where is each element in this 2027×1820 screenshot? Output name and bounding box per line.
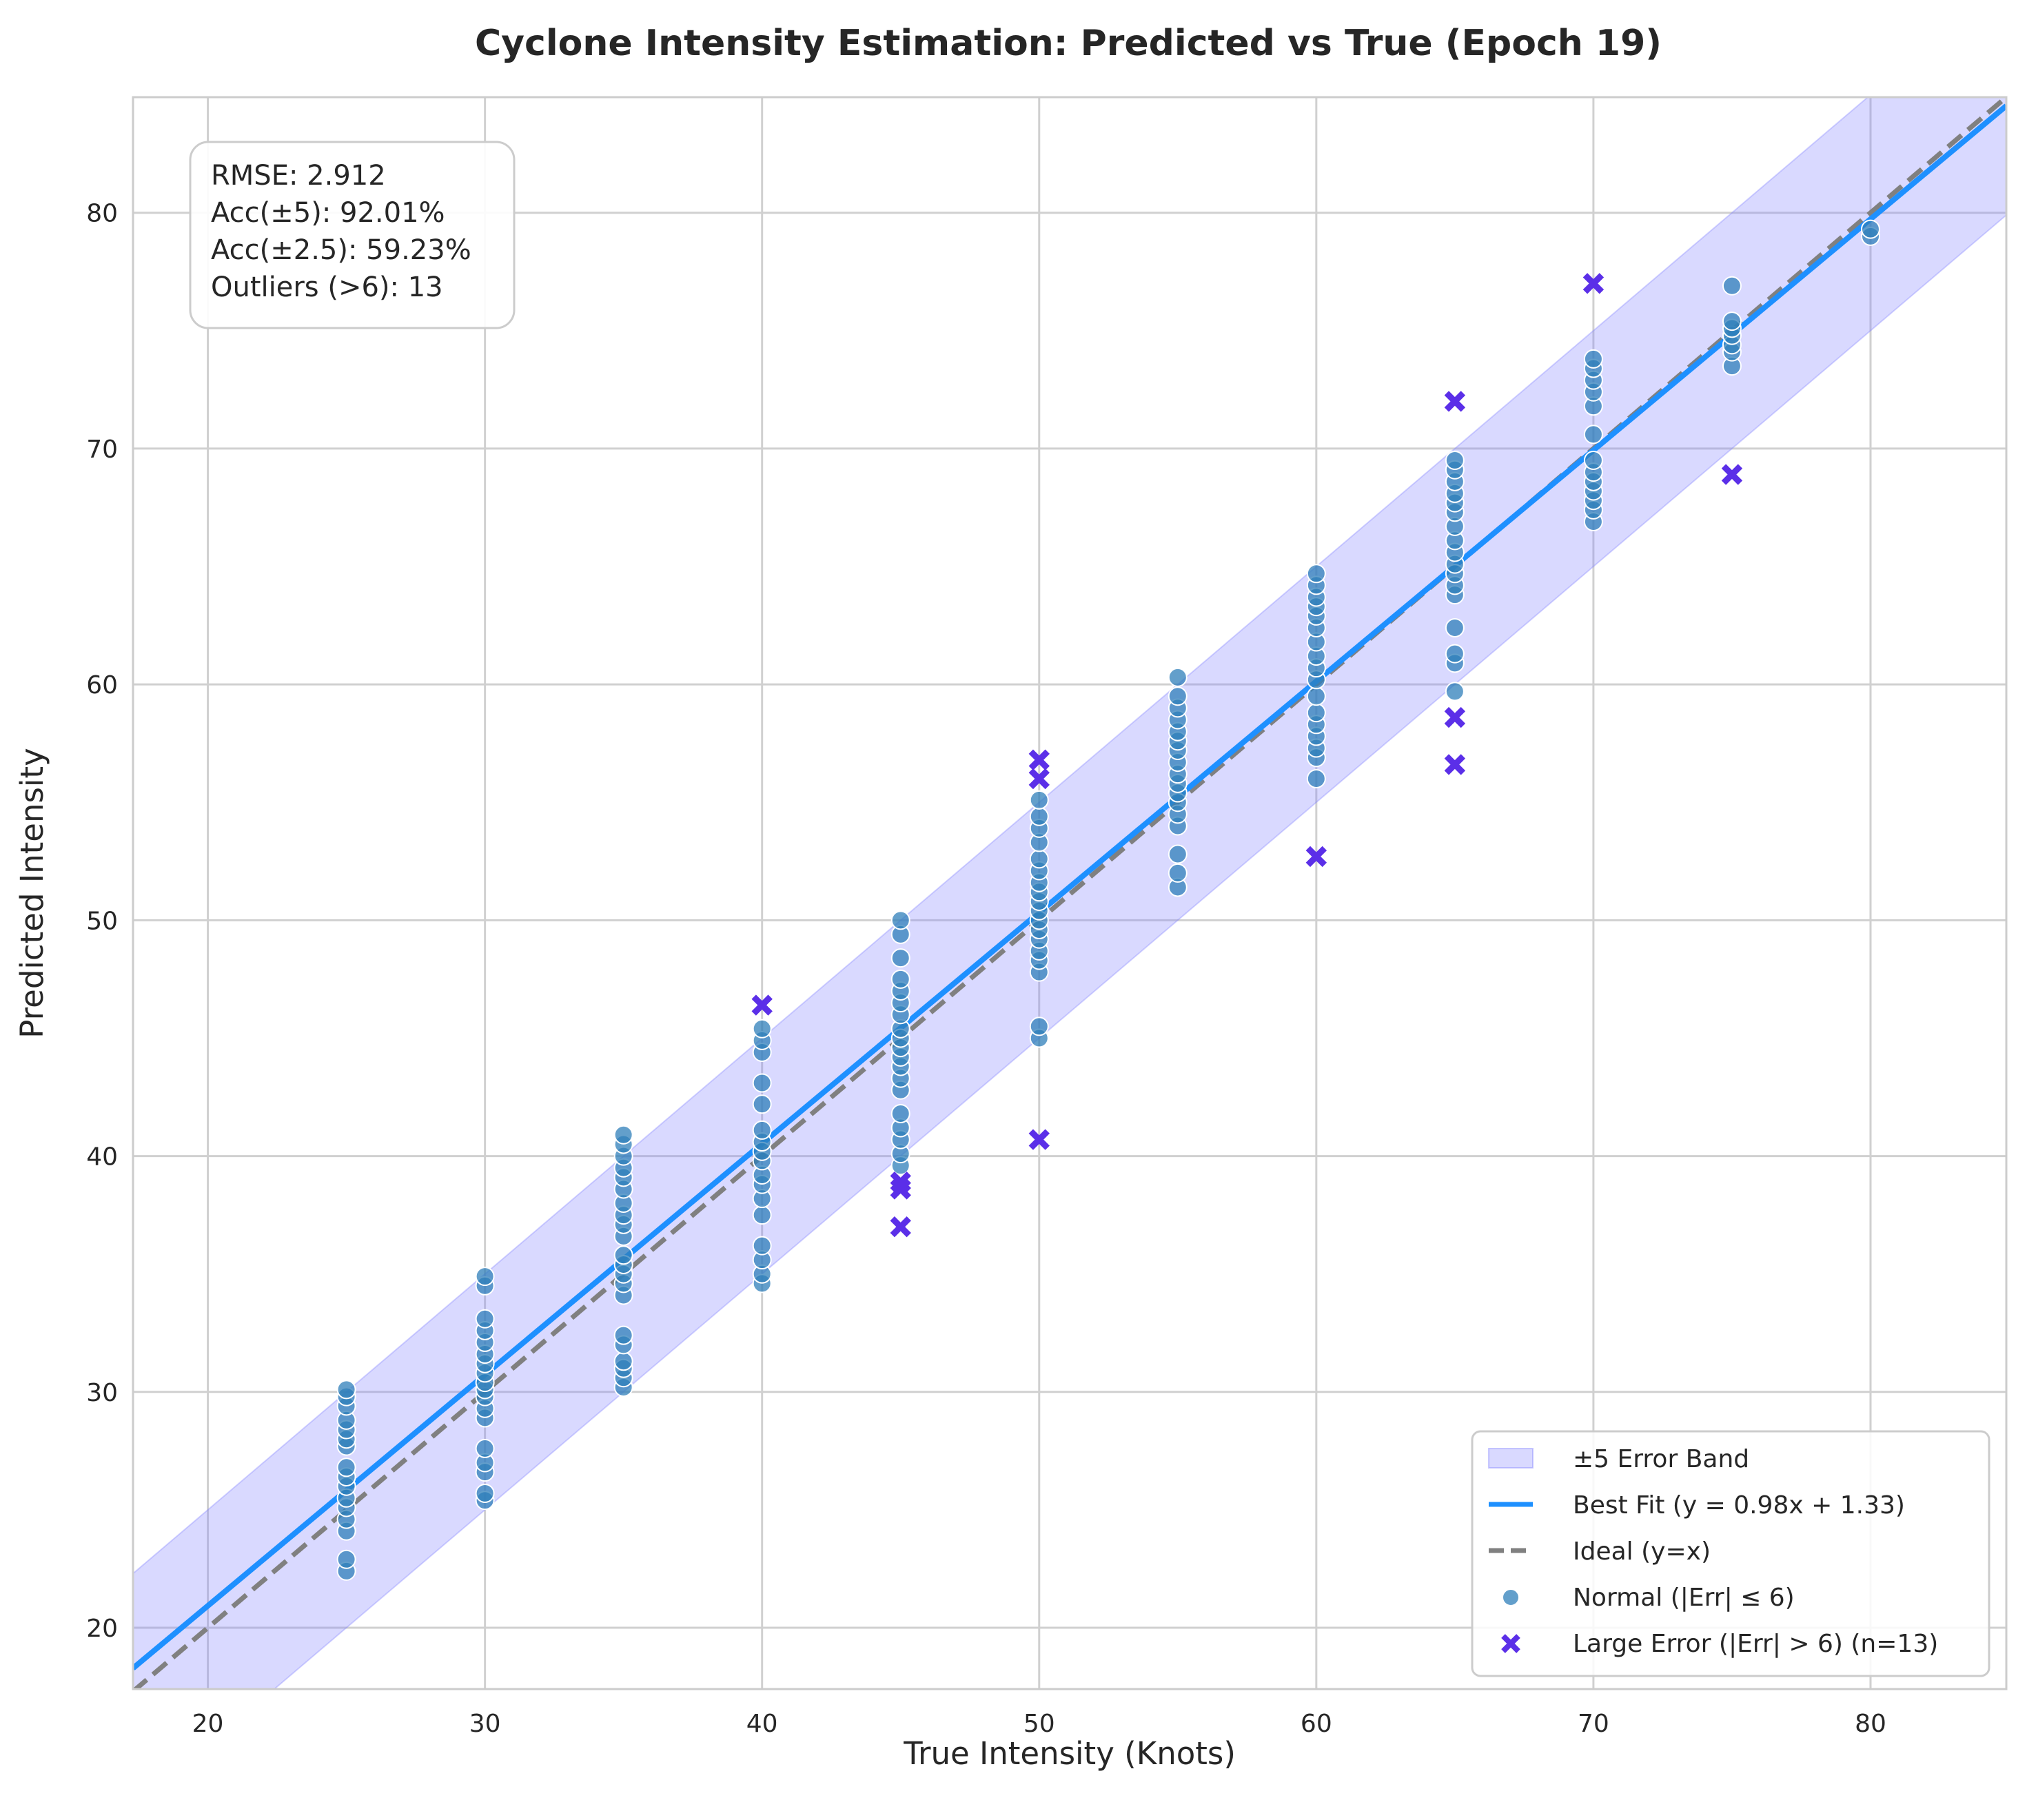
- legend-fit-label: Best Fit (y = 0.98x + 1.33): [1573, 1491, 1905, 1520]
- stats-rmse: RMSE: 2.912: [211, 160, 386, 192]
- y-tick-label-4: 60: [86, 671, 118, 699]
- normal-point-132: [1306, 686, 1326, 706]
- y-tick-label-6: 80: [86, 200, 118, 228]
- normal-point-33: [475, 1267, 495, 1287]
- normal-point-179: [1722, 276, 1742, 296]
- normal-point-54: [613, 1125, 633, 1145]
- normal-point-68: [752, 1073, 772, 1093]
- normal-point-92: [1029, 1016, 1049, 1036]
- legend-normal-label: Normal (|Err| ≤ 6): [1573, 1584, 1795, 1612]
- normal-point-15: [336, 1380, 356, 1400]
- normal-point-66: [752, 1120, 772, 1140]
- legend-band-swatch: [1488, 1448, 1534, 1469]
- x-tick-label-0: 20: [192, 1710, 224, 1738]
- x-tick-label-5: 70: [1578, 1710, 1609, 1738]
- normal-point-107: [1029, 806, 1049, 826]
- x-tick-label-4: 60: [1301, 1710, 1332, 1738]
- large-error-point-4: [1028, 749, 1050, 770]
- normal-point-8: [336, 1458, 356, 1478]
- chart-title: Cyclone Intensity Estimation: Predicted …: [475, 23, 1662, 64]
- best-fit-line: [133, 103, 2006, 1670]
- normal-point-146: [1445, 618, 1465, 637]
- normal-point-159: [1445, 451, 1465, 471]
- legend-band-label: ±5 Error Band: [1573, 1445, 1749, 1473]
- legend-error-label: Large Error (|Err| > 6) (n=13): [1573, 1630, 1938, 1658]
- stats-acc-2-5: Acc(±2.5): 59.23%: [211, 234, 471, 266]
- normal-point-125: [1168, 667, 1188, 687]
- large-error-point-7: [1305, 846, 1327, 868]
- y-tick-label-5: 70: [86, 436, 118, 464]
- x-tick-label-2: 40: [746, 1710, 778, 1738]
- y-axis-label: Predicted Intensity: [14, 748, 50, 1038]
- normal-point-58: [752, 1236, 772, 1256]
- normal-point-17: [475, 1483, 495, 1503]
- normal-point-59: [752, 1205, 772, 1225]
- y-tick-label-3: 50: [86, 907, 118, 935]
- normal-point-67: [752, 1094, 772, 1114]
- y-tick-label-2: 40: [86, 1143, 118, 1172]
- normal-point-31: [475, 1309, 495, 1329]
- normal-point-124: [1168, 686, 1188, 706]
- normal-point-126: [1306, 769, 1326, 789]
- large-error-point-6: [1028, 1129, 1050, 1150]
- large-error-point-5: [1028, 768, 1050, 790]
- normal-point-104: [1029, 849, 1049, 869]
- normal-point-111: [1168, 844, 1188, 864]
- normal-point-142: [1306, 564, 1326, 584]
- normal-point-167: [1583, 425, 1603, 444]
- large-error-point-9: [1444, 706, 1466, 728]
- x-axis-ticks: 20 30 40 50 60 70 80: [192, 1710, 1886, 1738]
- normal-point-88: [890, 948, 910, 968]
- normal-points: [336, 219, 1880, 1581]
- stats-outliers: Outliers (>6): 13: [211, 272, 443, 303]
- large-error-point-10: [1444, 754, 1466, 775]
- normal-point-108: [1029, 790, 1049, 810]
- large-error-point-12: [1721, 464, 1743, 485]
- normal-point-110: [1168, 863, 1188, 883]
- normal-point-37: [613, 1351, 633, 1371]
- legend: ±5 Error Band Best Fit (y = 0.98x + 1.33…: [1471, 1430, 1990, 1677]
- normal-point-143: [1445, 682, 1465, 702]
- large-error-point-3: [890, 1216, 911, 1238]
- legend-error-swatch: [1501, 1634, 1520, 1653]
- legend-normal-swatch: [1502, 1588, 1520, 1606]
- large-error-point-8: [1444, 391, 1466, 412]
- x-tick-label-3: 50: [1023, 1710, 1055, 1738]
- large-error-point-0: [751, 994, 773, 1016]
- normal-point-20: [475, 1438, 495, 1458]
- large-error-point-11: [1582, 273, 1605, 294]
- normal-point-145: [1445, 644, 1465, 664]
- y-axis-ticks: 20 30 40 50 60 70 80: [86, 200, 118, 1643]
- legend-ideal-label: Ideal (y=x): [1573, 1537, 1711, 1566]
- normal-point-87: [890, 969, 910, 989]
- normal-point-166: [1583, 451, 1603, 471]
- normal-point-178: [1722, 311, 1742, 331]
- grid: [133, 97, 2006, 1689]
- normal-point-181: [1860, 219, 1880, 239]
- normal-point-71: [752, 1019, 772, 1039]
- x-tick-label-1: 30: [469, 1710, 501, 1738]
- stats-acc-5: Acc(±5): 92.01%: [211, 197, 445, 229]
- normal-point-44: [613, 1245, 633, 1265]
- plot-border: [132, 96, 2008, 1690]
- normal-point-172: [1583, 349, 1603, 369]
- x-tick-label-6: 80: [1855, 1710, 1886, 1738]
- x-axis-label: True Intensity (Knots): [903, 1735, 1236, 1772]
- y-tick-label-1: 30: [86, 1379, 118, 1407]
- y-tick-label-0: 20: [86, 1615, 118, 1643]
- normal-point-1: [336, 1549, 356, 1569]
- normal-point-90: [890, 910, 910, 930]
- stats-box: RMSE: 2.912 Acc(±5): 92.01% Acc(±2.5): 5…: [189, 141, 516, 329]
- large-error-point-2: [890, 1172, 911, 1193]
- large-error-points: [751, 273, 1743, 1238]
- normal-point-76: [890, 1103, 910, 1123]
- normal-point-131: [1306, 703, 1326, 723]
- normal-point-39: [613, 1325, 633, 1345]
